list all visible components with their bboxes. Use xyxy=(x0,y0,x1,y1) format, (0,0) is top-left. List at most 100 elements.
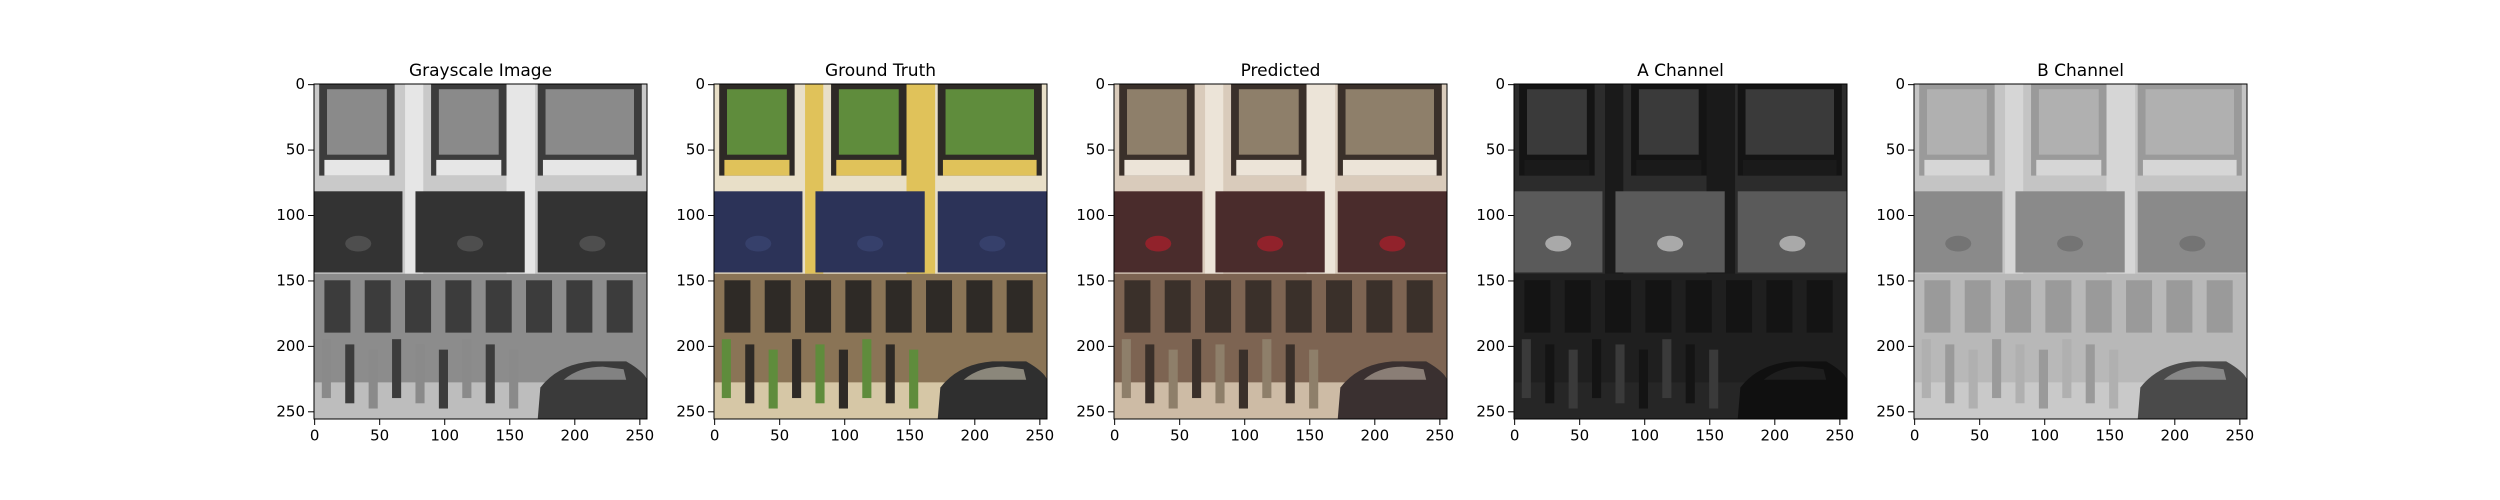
person xyxy=(462,339,472,399)
car-window xyxy=(963,366,1027,380)
y-tick-label: 100 xyxy=(1876,206,1905,224)
shop-window xyxy=(1564,280,1591,333)
image-region xyxy=(1742,159,1837,176)
x-tick-label: 150 xyxy=(495,427,524,445)
image-region xyxy=(2036,159,2102,176)
y-tick-label: 0 xyxy=(1095,75,1105,93)
x-tick-label: 200 xyxy=(2160,427,2189,445)
awning xyxy=(2137,191,2247,273)
shop-window xyxy=(1726,280,1753,333)
image xyxy=(314,84,647,419)
shop-window xyxy=(1164,280,1191,333)
x-tick-label: 200 xyxy=(560,427,589,445)
image-region xyxy=(436,159,502,176)
person xyxy=(1921,339,1931,399)
shop-window xyxy=(405,280,432,333)
shop-window xyxy=(566,280,593,333)
image xyxy=(1914,84,2247,419)
shop-window xyxy=(966,280,993,333)
awning xyxy=(2015,191,2125,273)
panel-title: Ground Truth xyxy=(825,61,936,81)
person xyxy=(1945,344,1955,404)
x-tick-label: 100 xyxy=(830,427,859,445)
image-region xyxy=(1524,159,1590,176)
person xyxy=(2038,349,2048,409)
image-region xyxy=(2038,89,2099,155)
y-tick-label: 200 xyxy=(676,337,705,355)
y-tick-label: 250 xyxy=(1476,402,1505,420)
axes-frame xyxy=(1513,83,1848,420)
car-window xyxy=(563,366,627,380)
y-tick-label: 250 xyxy=(1876,402,1905,420)
awning-logo xyxy=(1257,235,1284,252)
person xyxy=(2015,344,2025,404)
image-region xyxy=(1127,89,1187,155)
panel-title: Predicted xyxy=(1241,61,1321,81)
shop-window xyxy=(1124,280,1151,333)
y-tick-label: 50 xyxy=(1886,141,1905,159)
image xyxy=(714,84,1047,419)
shop-window xyxy=(1006,280,1033,333)
person xyxy=(1262,339,1272,399)
x-tick-label: 150 xyxy=(895,427,924,445)
awning-logo xyxy=(745,235,772,252)
awning-logo xyxy=(2179,235,2206,252)
person xyxy=(415,344,425,404)
image-region xyxy=(1342,159,1437,176)
image-region xyxy=(922,84,936,274)
shop-window xyxy=(606,280,633,333)
x-tick-label: 0 xyxy=(1910,427,1920,445)
awning xyxy=(1514,191,1603,273)
awning-logo xyxy=(1545,235,1572,252)
x-tick-label: 200 xyxy=(1760,427,1789,445)
image-region xyxy=(1636,159,1702,176)
image-region xyxy=(1927,89,1987,155)
panel-title: A Channel xyxy=(1637,61,1724,81)
shop-window xyxy=(324,280,351,333)
image-region xyxy=(545,89,634,155)
y-tick-label: 100 xyxy=(276,206,305,224)
image-region xyxy=(438,89,499,155)
awning-logo xyxy=(979,235,1006,252)
x-tick-label: 50 xyxy=(1170,427,1189,445)
shop-window xyxy=(2166,280,2193,333)
shop-window xyxy=(2045,280,2072,333)
shop-window xyxy=(1766,280,1793,333)
shop-window xyxy=(724,280,751,333)
person xyxy=(768,349,778,409)
awning-logo xyxy=(1945,235,1972,252)
person xyxy=(1215,344,1225,404)
y-tick-label: 100 xyxy=(676,206,705,224)
person xyxy=(838,349,848,409)
person xyxy=(862,339,872,399)
y-tick-label: 100 xyxy=(1076,206,1105,224)
shop-window xyxy=(1205,280,1232,333)
person xyxy=(321,339,331,399)
shop-window xyxy=(485,280,512,333)
awning xyxy=(1215,191,1325,273)
image-region xyxy=(838,89,899,155)
person xyxy=(1309,349,1319,409)
person xyxy=(1638,349,1648,409)
awning xyxy=(314,191,403,273)
shop-window xyxy=(2206,280,2233,333)
image-region xyxy=(1238,89,1299,155)
person xyxy=(909,349,919,409)
image-region xyxy=(542,159,637,176)
shop-window xyxy=(364,280,391,333)
person xyxy=(2062,339,2072,399)
shop-window xyxy=(1366,280,1393,333)
shop-window xyxy=(1245,280,1272,333)
person xyxy=(1615,344,1625,404)
image-region xyxy=(1722,84,1736,274)
image-region xyxy=(727,89,787,155)
y-tick-label: 50 xyxy=(1086,141,1105,159)
x-tick-label: 50 xyxy=(1570,427,1589,445)
person xyxy=(1662,339,1672,399)
image-region xyxy=(324,159,390,176)
x-tick-label: 150 xyxy=(1695,427,1724,445)
awning-logo xyxy=(345,235,372,252)
awning xyxy=(1615,191,1725,273)
x-tick-label: 50 xyxy=(770,427,789,445)
